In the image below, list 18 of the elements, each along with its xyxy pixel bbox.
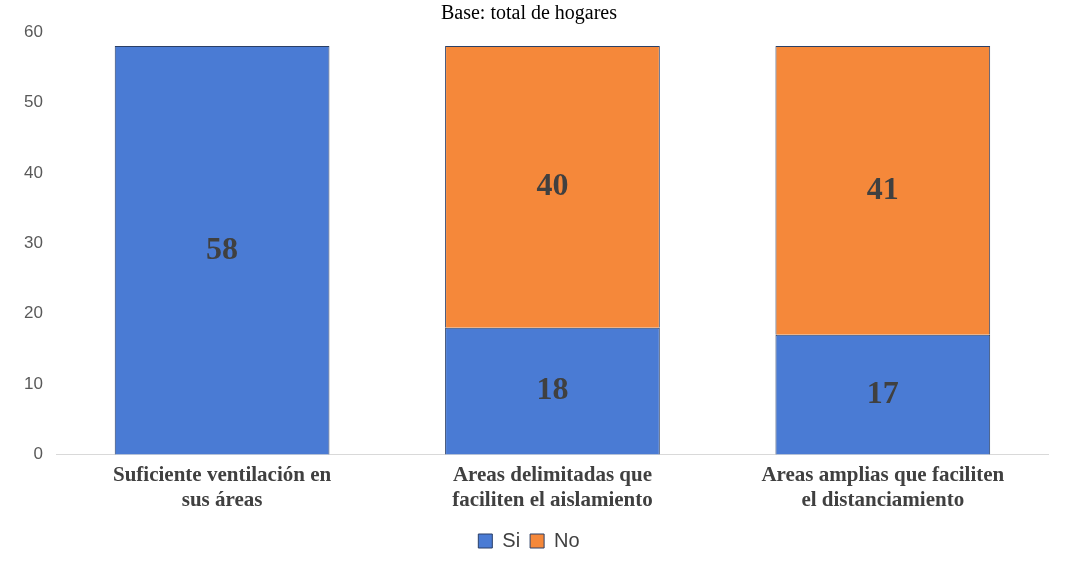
x-tick-label: Suficiente ventilación en sus áreas bbox=[113, 461, 332, 511]
y-tick-label: 40 bbox=[23, 162, 43, 182]
y-tick-label: 60 bbox=[23, 21, 43, 41]
y-tick-label: 0 bbox=[33, 444, 43, 464]
chart-title: Base: total de hogares bbox=[440, 1, 618, 25]
x-tick-label: Areas delimitadas que faciliten el aislamiento bbox=[452, 461, 653, 511]
data-label: 40 bbox=[536, 166, 569, 203]
y-tick-label: 30 bbox=[23, 232, 43, 252]
data-label: 58 bbox=[206, 229, 239, 266]
data-label: 41 bbox=[866, 169, 899, 206]
y-tick-label: 50 bbox=[23, 92, 43, 112]
y-tick-label: 10 bbox=[23, 373, 43, 393]
data-label: 17 bbox=[866, 374, 899, 410]
legend-label: No bbox=[554, 528, 580, 551]
legend-label: Si bbox=[502, 528, 521, 551]
x-tick-label: Areas amplias que faciliten el distanciamiento bbox=[761, 461, 1005, 511]
data-label: 18 bbox=[536, 370, 569, 407]
y-tick-label: 20 bbox=[23, 303, 43, 323]
